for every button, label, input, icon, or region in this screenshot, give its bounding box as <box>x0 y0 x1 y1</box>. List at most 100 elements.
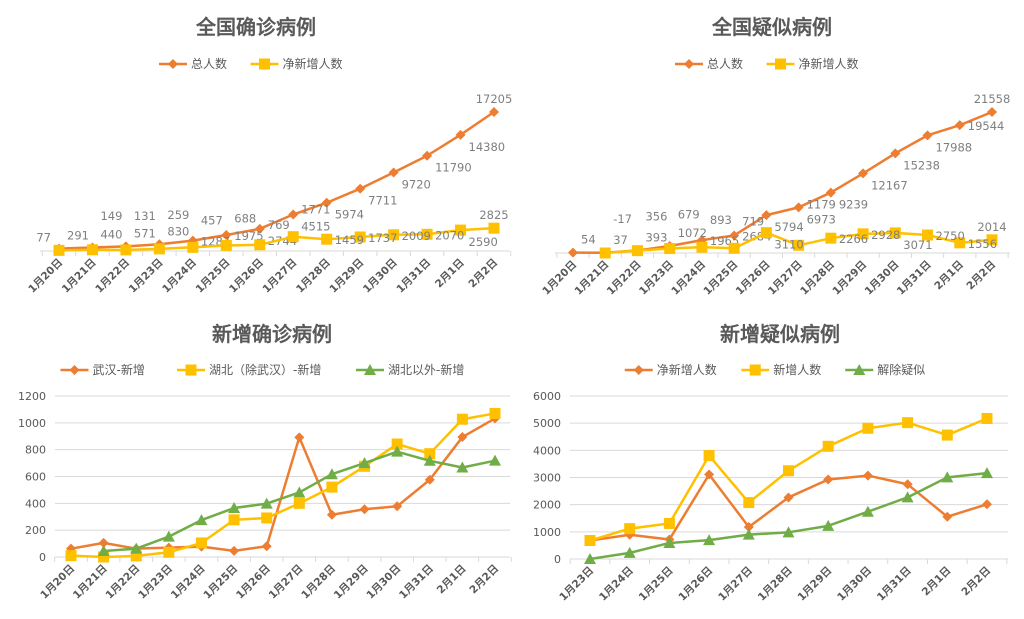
x-tick-label: 1月23日 <box>136 563 175 602</box>
legend-marker <box>633 365 644 375</box>
y-tick-label: 3000 <box>533 472 561 485</box>
data-label: 679 <box>678 208 700 222</box>
data-point <box>858 168 869 179</box>
legend-label: 武汉-新增 <box>93 362 145 377</box>
series-line <box>70 412 496 559</box>
data-point <box>421 228 433 240</box>
series-3 <box>584 467 993 564</box>
legend-marker <box>364 364 376 375</box>
y-tick-label: 2000 <box>533 499 561 512</box>
chart-title: 新增疑似病例 <box>720 322 840 346</box>
data-point <box>941 429 953 441</box>
legend-marker <box>684 59 694 69</box>
x-tick-label: 1月25日 <box>637 565 676 604</box>
data-point <box>825 232 837 244</box>
x-tick-label: 1月20日 <box>540 259 579 298</box>
data-point <box>130 542 143 554</box>
data-point <box>902 479 913 490</box>
data-point <box>954 120 965 131</box>
data-label: 688 <box>234 211 256 225</box>
data-label: 1072 <box>678 226 707 240</box>
x-tick-label: 1月31日 <box>895 259 934 298</box>
data-point <box>325 468 338 480</box>
x-tick-label: 1月31日 <box>875 565 914 604</box>
data-point <box>783 465 794 477</box>
x-tick-label: 1月22日 <box>104 563 143 602</box>
data-point <box>942 511 953 522</box>
data-point <box>388 167 399 178</box>
data-point <box>902 417 914 429</box>
x-tick-label: 1月29日 <box>795 565 834 604</box>
data-point <box>861 505 874 517</box>
x-tick-label: 1月28日 <box>294 257 333 296</box>
data-point <box>86 244 98 256</box>
x-tick-label: 1月26日 <box>234 563 273 602</box>
legend-item: 净新增人数 <box>766 56 859 71</box>
y-tick-label: 200 <box>25 524 46 537</box>
data-point <box>187 241 199 253</box>
data-point <box>220 239 232 251</box>
data-point <box>761 210 772 221</box>
data-label: 2590 <box>469 235 498 249</box>
data-point <box>163 546 175 558</box>
data-point <box>599 247 611 259</box>
x-tick-label: 1月31日 <box>397 563 436 602</box>
data-point <box>981 412 993 424</box>
x-tick-label: 1月24日 <box>160 257 199 296</box>
data-point <box>326 509 337 520</box>
legend-marker <box>853 364 866 375</box>
legend-label: 湖北以外-新增 <box>388 362 464 377</box>
data-point <box>954 237 966 249</box>
series-line <box>58 110 495 250</box>
series-3 <box>97 445 501 556</box>
x-tick-label: 1月30日 <box>364 563 403 602</box>
data-label: -17 <box>613 212 632 226</box>
data-point <box>456 461 469 473</box>
data-point <box>98 551 110 563</box>
data-point <box>783 492 794 503</box>
data-point <box>358 457 371 469</box>
series-2 <box>65 407 501 563</box>
data-label: 54 <box>581 233 596 247</box>
legend-label: 湖北（除武汉）-新增 <box>209 362 321 377</box>
data-label: 769 <box>268 218 290 232</box>
data-point <box>822 440 834 452</box>
data-point <box>703 450 715 462</box>
data-label: 21558 <box>974 92 1011 106</box>
data-point <box>890 148 901 159</box>
x-tick-label: 1月23日 <box>637 259 676 298</box>
y-tick-label: 6000 <box>533 390 561 403</box>
data-point <box>584 553 596 564</box>
data-point <box>489 407 501 419</box>
data-label: 9239 <box>839 198 868 212</box>
data-label: 4515 <box>301 220 330 234</box>
data-label: 3071 <box>903 238 932 252</box>
legend-item: 总人数 <box>675 56 743 71</box>
data-label: 571 <box>134 226 156 240</box>
data-label: 5974 <box>335 208 364 222</box>
legend-marker <box>259 58 270 70</box>
data-label: 893 <box>710 213 732 227</box>
data-label: 356 <box>645 210 667 224</box>
data-point <box>254 239 266 251</box>
data-point <box>261 541 272 552</box>
data-label: 15238 <box>903 158 940 172</box>
legend-item: 净新增人数 <box>250 56 343 71</box>
x-tick-label: 2月2日 <box>466 257 500 291</box>
data-point <box>162 530 175 542</box>
data-point <box>321 197 332 208</box>
legend-label: 净新增人数 <box>283 56 343 71</box>
data-label: 1771 <box>301 203 330 217</box>
legend-item: 总人数 <box>159 56 227 71</box>
data-point <box>793 202 804 213</box>
x-tick-label: 1月30日 <box>863 259 902 298</box>
legend-item: 新增人数 <box>741 362 821 377</box>
x-tick-label: 1月28日 <box>299 563 338 602</box>
data-point <box>782 526 795 538</box>
x-tick-label: 1月26日 <box>676 565 715 604</box>
x-tick-label: 1月20日 <box>26 257 65 296</box>
data-point <box>623 546 636 558</box>
y-tick-label: 400 <box>25 497 46 510</box>
x-tick-label: 1月23日 <box>127 257 166 296</box>
